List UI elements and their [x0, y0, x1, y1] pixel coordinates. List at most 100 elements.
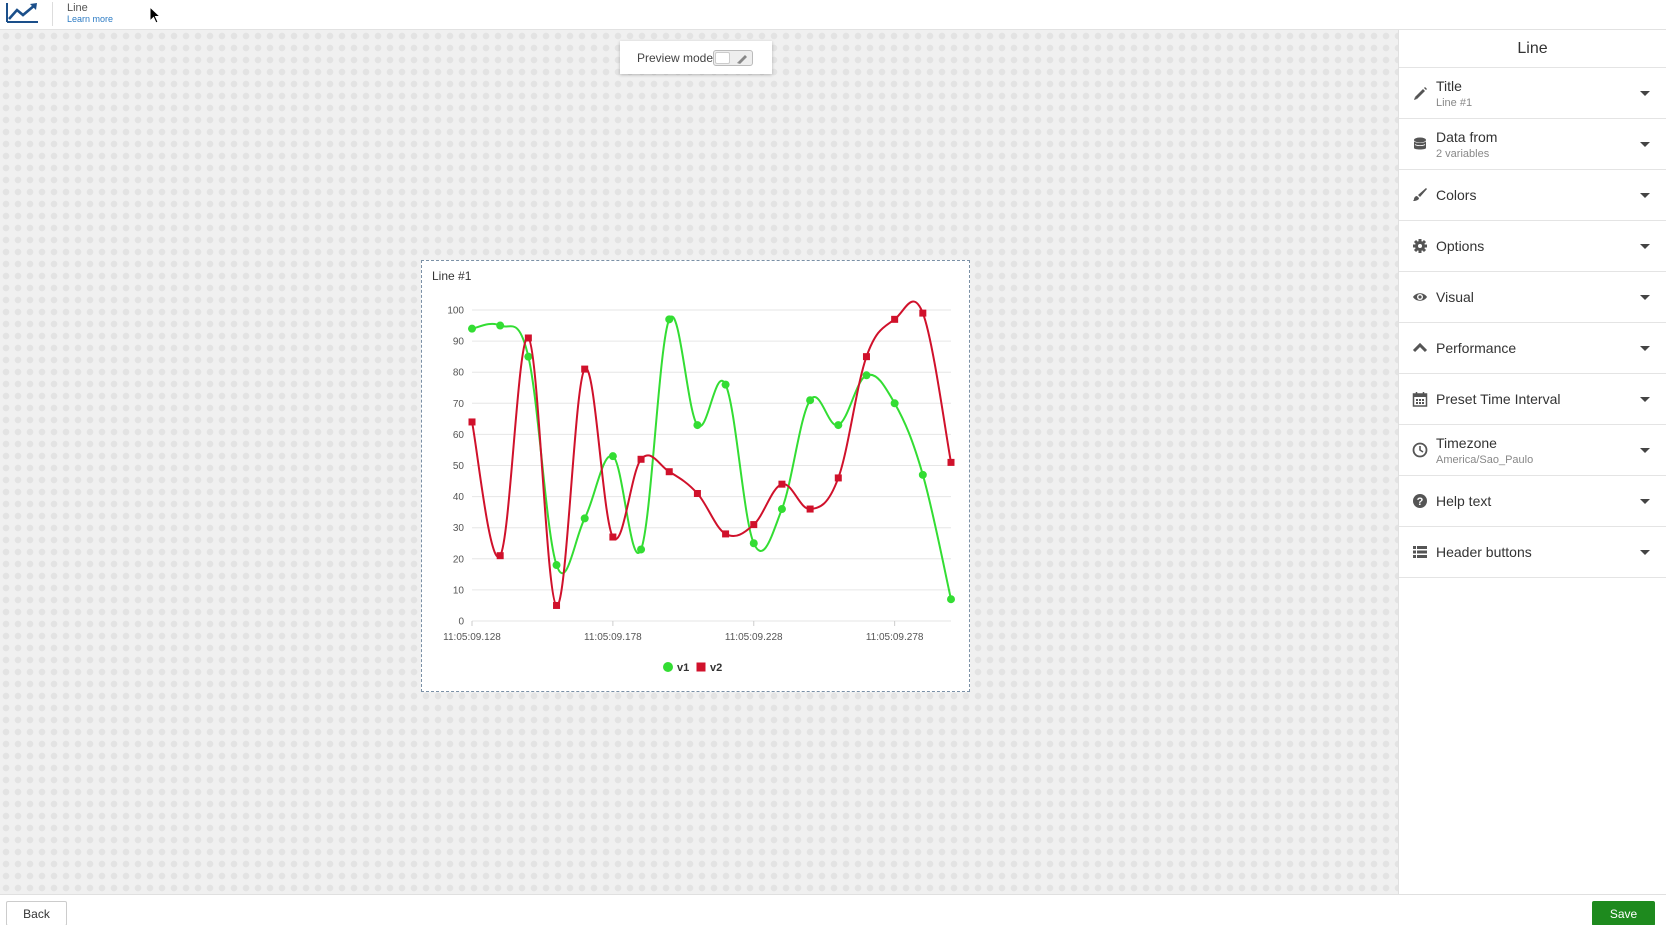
section-help-text[interactable]: ? Help text	[1399, 476, 1666, 527]
pencil-icon	[1414, 87, 1427, 100]
brush-icon	[1413, 188, 1427, 201]
y-tick-label: 60	[453, 430, 465, 441]
data-point-v1	[721, 380, 730, 389]
x-tick-label: 11:05:09.178	[584, 632, 642, 643]
database-icon	[1414, 137, 1426, 150]
y-tick-label: 40	[453, 492, 465, 503]
list-icon	[1413, 546, 1427, 558]
caret-down-icon	[1640, 499, 1650, 504]
data-point-v2	[468, 418, 476, 426]
calendar-icon	[1412, 392, 1428, 407]
y-tick-label: 30	[453, 523, 465, 534]
legend-marker-v2	[696, 662, 706, 672]
data-point-v1	[947, 595, 955, 604]
back-button[interactable]: Back	[6, 901, 67, 925]
data-point-v2	[665, 468, 673, 476]
section-options[interactable]: Options	[1399, 221, 1666, 272]
section-performance[interactable]: Performance	[1399, 323, 1666, 374]
data-point-v2	[806, 505, 814, 513]
header-divider	[52, 2, 53, 26]
data-point-v1	[496, 321, 505, 330]
y-tick-label: 100	[447, 306, 464, 317]
data-point-v1	[918, 470, 927, 479]
data-point-v1	[806, 396, 815, 405]
data-point-v1	[862, 371, 871, 380]
preview-mode-control: Preview mode	[620, 41, 772, 74]
data-point-v1	[834, 421, 843, 430]
section-timezone[interactable]: Timezone America/Sao_Paulo	[1399, 425, 1666, 476]
section-label: Performance	[1436, 340, 1517, 356]
eye-icon	[1413, 293, 1427, 301]
section-title[interactable]: Title Line #1	[1399, 68, 1666, 119]
data-point-v1	[749, 539, 758, 548]
app-title: Line	[67, 2, 88, 14]
data-point-v2	[496, 552, 504, 560]
section-colors[interactable]: Colors	[1399, 170, 1666, 221]
data-point-v2	[637, 455, 645, 463]
section-data-from[interactable]: Data from 2 variables	[1399, 119, 1666, 170]
bottom-bar: Back Save	[0, 894, 1666, 925]
section-label: Colors	[1436, 187, 1477, 203]
data-point-v1	[777, 505, 786, 514]
caret-down-icon	[1640, 142, 1650, 147]
data-point-v1	[665, 315, 674, 324]
y-tick-label: 70	[453, 399, 465, 410]
data-point-v2	[524, 334, 532, 342]
line-chart-widget[interactable]: Line #1 0 10 20 30 40 50 60 70 80 90 100 11:05:09.1…	[421, 260, 970, 692]
svg-text:?: ?	[1417, 496, 1424, 508]
line-chart: 0 10 20 30 40 50 60 70 80 90 100 11:05:09.128 11:05:…	[443, 300, 955, 674]
section-label: Data from	[1436, 129, 1498, 145]
data-point-v2	[750, 521, 758, 529]
caret-down-icon	[1640, 397, 1650, 402]
x-tick-label: 11:05:09.228	[725, 632, 783, 643]
data-point-v2	[722, 530, 730, 538]
section-header-buttons[interactable]: Header buttons	[1399, 527, 1666, 578]
panel-heading: Line	[1399, 30, 1666, 68]
series-line-v1	[471, 315, 952, 600]
line-chart-icon	[6, 3, 38, 23]
data-point-v1	[524, 352, 533, 361]
caret-down-icon	[1640, 550, 1650, 555]
section-sublabel: America/Sao_Paulo	[1436, 454, 1534, 466]
learn-more-link[interactable]: Learn more	[67, 14, 114, 24]
legend-marker-v1	[663, 662, 673, 672]
clock-icon	[1412, 442, 1428, 458]
preview-mode-toggle[interactable]	[713, 50, 753, 66]
data-point-v1	[890, 399, 899, 408]
question-icon: ?	[1413, 494, 1427, 508]
data-point-v1	[693, 421, 702, 430]
mouse-cursor-icon	[149, 6, 161, 24]
section-sublabel: 2 variables	[1436, 148, 1490, 160]
section-preset-time-interval[interactable]: Preset Time Interval	[1399, 374, 1666, 425]
caret-down-icon	[1640, 91, 1650, 96]
section-label: Help text	[1436, 493, 1492, 509]
section-visual[interactable]: Visual	[1399, 272, 1666, 323]
data-point-v1	[580, 514, 589, 523]
data-point-v2	[553, 601, 561, 609]
data-point-v1	[608, 452, 617, 461]
pencil-icon	[737, 55, 747, 64]
gear-icon	[1413, 239, 1427, 253]
data-point-v2	[778, 480, 786, 488]
widget-title: Line #1	[432, 269, 472, 283]
caret-down-icon	[1640, 244, 1650, 249]
section-label: Options	[1436, 238, 1485, 254]
data-point-v2	[581, 365, 589, 373]
data-point-v1	[637, 545, 646, 554]
data-point-v2	[947, 458, 955, 466]
legend-label-v1: v1	[677, 662, 689, 674]
data-point-v2	[862, 353, 870, 361]
caret-down-icon	[1640, 193, 1650, 198]
caret-down-icon	[1640, 346, 1650, 351]
section-label: Header buttons	[1436, 544, 1532, 560]
section-label: Visual	[1436, 289, 1474, 305]
dashboard-canvas: Preview mode Line #1 0 10 20 30 40 50 60 70 80 90…	[0, 30, 1398, 894]
y-tick-label: 80	[453, 368, 465, 379]
save-button[interactable]: Save	[1592, 901, 1655, 925]
y-tick-label: 90	[453, 337, 465, 348]
chevron-up-icon	[1412, 342, 1428, 353]
top-bar: Line Learn more	[0, 0, 1666, 30]
settings-panel: Line Title Line #1 Data from 2 variables…	[1398, 30, 1666, 894]
section-sublabel: Line #1	[1436, 97, 1473, 109]
y-tick-label: 20	[453, 554, 465, 565]
